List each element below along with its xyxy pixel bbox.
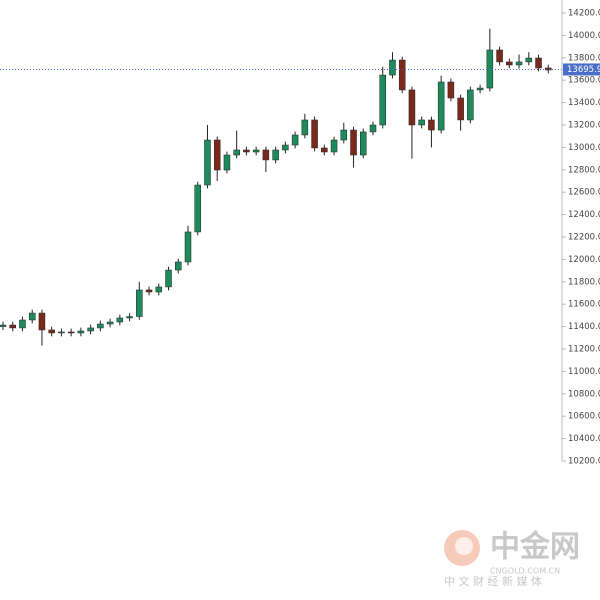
y-tick-label: 10400.0	[568, 434, 600, 444]
y-tick-label: 10200.0	[568, 457, 600, 467]
candle-body	[223, 154, 231, 171]
candle-body	[213, 139, 221, 171]
candle-body	[408, 89, 416, 126]
candle-body	[437, 81, 445, 131]
candle-body	[194, 184, 201, 233]
y-tick-label: 12400.0	[568, 210, 600, 220]
candle-body	[535, 57, 542, 69]
y-tick-label: 10600.0	[568, 412, 600, 422]
candle-body	[496, 49, 503, 63]
y-tick-label: 11400.0	[568, 322, 600, 332]
logo-inner	[455, 537, 473, 555]
candle-body	[233, 149, 240, 156]
y-tick-label: 11800.0	[568, 277, 600, 287]
y-tick-label: 13800.0	[568, 53, 600, 63]
y-tick-label: 14000.0	[568, 31, 600, 41]
candle-body	[457, 97, 464, 121]
candle-body	[175, 261, 182, 271]
candle-body	[126, 316, 133, 319]
candle-body	[243, 149, 250, 153]
candle-body	[272, 149, 279, 161]
candle-body	[360, 131, 367, 156]
candle-body	[340, 129, 348, 141]
candle-body	[379, 74, 386, 126]
y-tick-label: 13600.0	[568, 76, 600, 86]
candle-body	[515, 61, 523, 66]
candle-body	[116, 317, 124, 323]
candle-body	[545, 67, 552, 71]
candle-body	[28, 312, 36, 321]
y-tick-label: 12600.0	[568, 188, 600, 198]
candle-body	[77, 330, 85, 334]
candle-body	[350, 129, 357, 156]
last-price-label: 13695.9	[567, 65, 600, 75]
candle-body	[48, 329, 55, 334]
candle-body	[506, 61, 513, 66]
candle-body	[389, 59, 396, 76]
candle-body	[398, 59, 406, 91]
candle-body	[155, 286, 163, 293]
candle-body	[476, 87, 484, 91]
candle-body	[525, 57, 533, 63]
y-tick-label: 12800.0	[568, 165, 600, 175]
candle-body	[97, 323, 104, 329]
candle-body	[106, 321, 114, 325]
candle-body	[369, 124, 377, 133]
y-tick-label: 14200.0	[568, 9, 600, 19]
y-tick-label: 13400.0	[568, 98, 600, 108]
candle-body	[301, 119, 309, 136]
candle-body	[418, 119, 425, 126]
candle-body	[447, 81, 455, 99]
candle-body	[0, 324, 7, 327]
candle-body	[58, 331, 65, 334]
candle-body	[165, 269, 172, 288]
y-tick-label: 10800.0	[568, 389, 600, 399]
candle-body	[204, 139, 211, 186]
candle-body	[184, 231, 192, 263]
y-tick-label: 13200.0	[568, 121, 600, 131]
candle-body	[136, 289, 143, 317]
last-price-box	[563, 63, 600, 76]
candle-body	[145, 289, 153, 293]
candle-body	[291, 134, 299, 146]
y-tick-label: 13000.0	[568, 143, 600, 153]
candle-body	[87, 327, 94, 332]
y-tick-label: 11600.0	[568, 300, 600, 310]
candle-body	[467, 89, 474, 121]
candle-body	[282, 144, 289, 151]
candle-body	[9, 324, 16, 329]
y-tick-label: 11000.0	[568, 367, 600, 377]
candle-body	[19, 319, 26, 329]
candle-body	[262, 149, 270, 161]
y-tick-label: 12200.0	[568, 233, 600, 243]
y-tick-label: 12000.0	[568, 255, 600, 265]
watermark-slogan: 中 文 财 经 新 媒 体	[444, 574, 542, 588]
candle-body	[311, 119, 318, 149]
candle-body	[67, 331, 75, 334]
candle-body	[330, 139, 338, 153]
candle-body	[321, 147, 328, 153]
candle-body	[428, 119, 435, 131]
watermark-name: 中金网	[490, 530, 580, 565]
y-tick-label: 11200.0	[568, 345, 600, 355]
candle-body	[252, 149, 260, 153]
watermark-domain: CNGOLD.COM.CN	[490, 567, 560, 576]
candle-body	[38, 312, 46, 331]
